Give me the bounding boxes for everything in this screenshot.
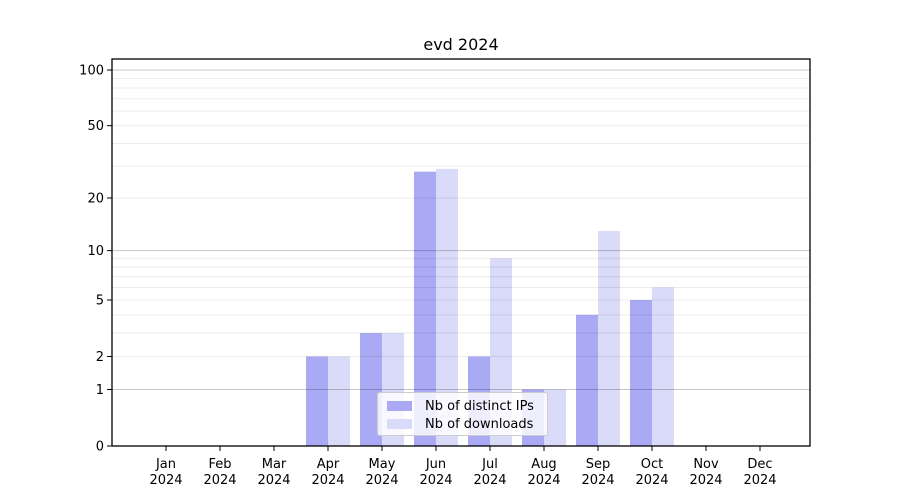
x-tick-label: Mar 2024 — [257, 457, 290, 488]
y-tick-label: 10 — [87, 244, 104, 259]
y-tick-label: 100 — [79, 64, 104, 79]
x-tick-label: May 2024 — [365, 457, 398, 488]
x-tick-label: Jun 2024 — [419, 457, 452, 488]
x-tick-label: Apr 2024 — [311, 457, 344, 488]
bar-distinct-ips-may — [360, 333, 382, 446]
x-tick-label: Sep 2024 — [581, 457, 614, 488]
x-tick-label: Dec 2024 — [743, 457, 776, 488]
legend-label-downloads: Nb of downloads — [425, 416, 534, 432]
bar-downloads-aug — [544, 389, 566, 446]
x-tick-label: Feb 2024 — [203, 457, 236, 488]
legend: Nb of distinct IPs Nb of downloads — [377, 392, 548, 436]
y-tick-label: 50 — [87, 119, 104, 134]
plot-border — [111, 58, 811, 447]
legend-swatch-downloads — [387, 419, 412, 429]
bar-downloads-apr — [328, 356, 350, 446]
x-tick-label: Jul 2024 — [473, 457, 506, 488]
x-tick-label: Nov 2024 — [689, 457, 722, 488]
x-tick-label: Jan 2024 — [149, 457, 182, 488]
x-tick-label: Oct 2024 — [635, 457, 668, 488]
bar-distinct-ips-apr — [306, 356, 328, 446]
bar-distinct-ips-jun — [414, 171, 436, 447]
y-tick-label: 5 — [96, 294, 104, 309]
legend-item-downloads: Nb of downloads — [387, 415, 547, 433]
chart-title: evd 2024 — [423, 35, 499, 54]
legend-swatch-distinct-ips — [387, 401, 412, 411]
y-tick-label: 0 — [96, 440, 104, 455]
bar-downloads-sep — [598, 230, 620, 446]
legend-item-distinct-ips: Nb of distinct IPs — [387, 397, 547, 415]
bar-distinct-ips-sep — [576, 314, 598, 446]
y-tick-label: 1 — [96, 383, 104, 398]
legend-label-distinct-ips: Nb of distinct IPs — [425, 398, 534, 414]
y-tick-label: 20 — [87, 191, 104, 206]
bar-downloads-jun — [436, 168, 458, 446]
bar-downloads-oct — [652, 287, 674, 446]
y-tick-label: 2 — [96, 350, 104, 365]
x-tick-label: Aug 2024 — [527, 457, 560, 488]
bar-distinct-ips-oct — [630, 300, 652, 446]
